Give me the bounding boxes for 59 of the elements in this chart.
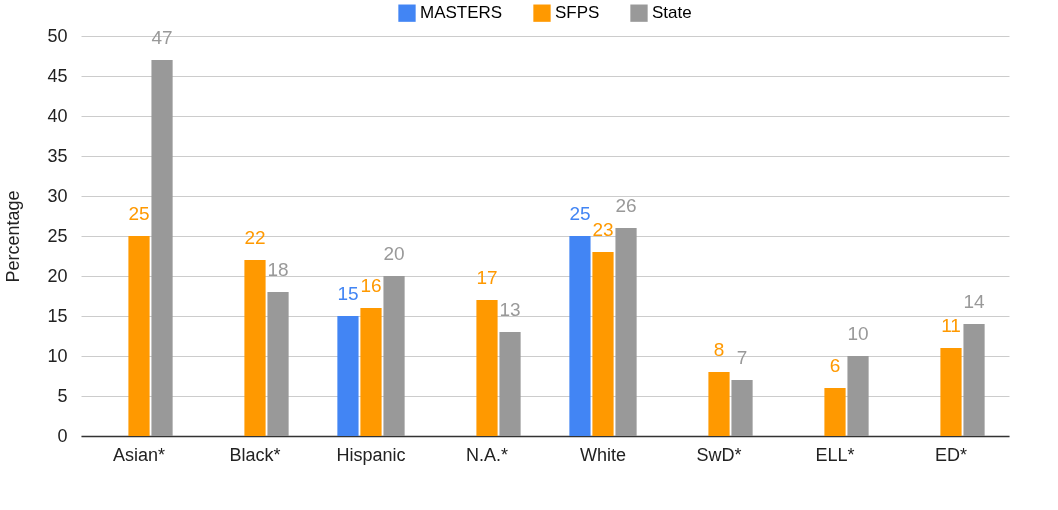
y-tick-label: 20 [47,265,68,286]
data-label: 16 [360,275,382,296]
bar [824,388,846,436]
bar [940,348,962,436]
y-tick-label: 50 [47,25,68,46]
data-label: 15 [337,283,359,304]
bar [360,308,382,436]
y-tick-label: 0 [57,425,68,446]
x-tick-label: White [579,444,627,465]
data-label: 47 [151,27,173,48]
bar [499,332,521,436]
bar [476,300,498,436]
data-label: 6 [829,355,841,376]
y-tick-label: 45 [47,65,68,86]
data-label: 14 [963,291,986,312]
y-tick-label: 15 [47,305,68,326]
data-label: 23 [592,219,614,240]
y-tick-label: 40 [47,105,68,126]
bar [383,276,405,436]
bar [731,380,753,436]
bar [592,252,614,436]
data-label: 20 [383,243,405,264]
data-label: 13 [499,299,521,320]
data-label: 17 [476,267,498,288]
bar [963,324,985,436]
data-label: 25 [128,203,150,224]
y-tick-label: 5 [57,385,68,406]
x-tick-label: ED* [934,444,968,465]
x-tick-label: N.A.* [465,444,509,465]
y-tick-label: 10 [47,345,68,366]
bar [569,236,591,436]
x-tick-label: SwD* [696,444,742,465]
y-tick-label: 30 [47,185,68,206]
data-label: 7 [736,347,748,368]
y-tick-label: 25 [47,225,68,246]
data-label: 22 [244,227,266,248]
bar [615,228,637,436]
legend-label: SFPS [555,3,600,23]
bar [267,292,289,436]
legend-label: State [652,3,692,23]
y-tick-label: 35 [47,145,68,166]
data-label: 11 [941,315,961,336]
bar [151,60,173,436]
bar [244,260,266,436]
data-label: 18 [267,259,289,280]
x-tick-label: ELL* [815,444,855,465]
data-label: 8 [713,339,725,360]
data-label: 25 [569,203,591,224]
bar [337,316,359,436]
x-tick-label: Black* [229,444,281,465]
data-label: 10 [847,323,869,344]
bar [128,236,150,436]
legend-label: MASTERS [420,3,503,23]
bar [708,372,730,436]
x-tick-label: Asian* [112,444,166,465]
bar [847,356,869,436]
y-axis-title: Percentage [3,190,24,283]
x-tick-label: Hispanic [336,444,406,465]
data-label: 26 [615,195,637,216]
